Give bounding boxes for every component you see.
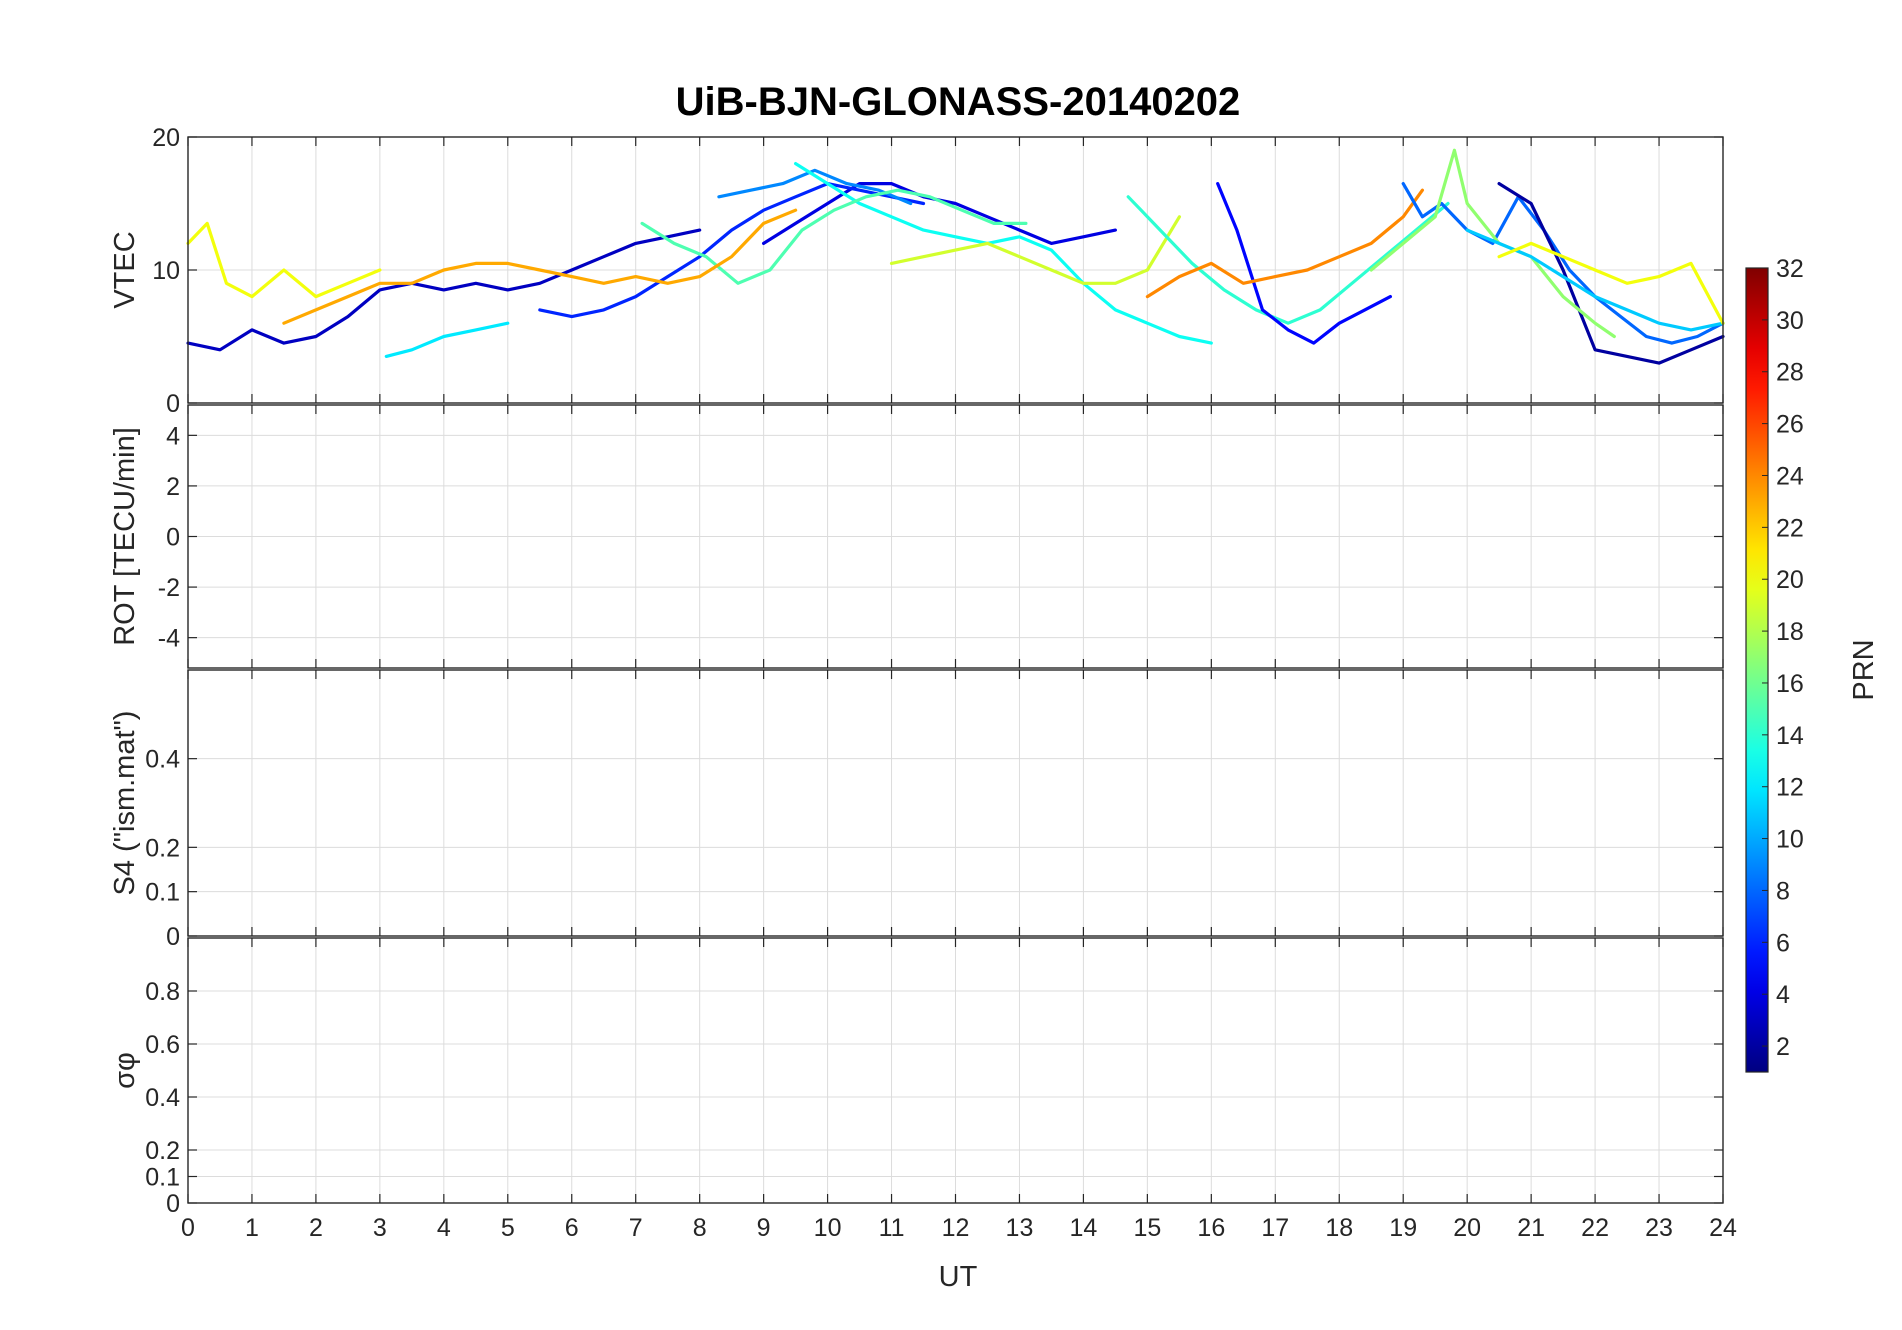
y-tick-label: 0.4 (145, 1084, 180, 1112)
colorbar-tick-label: 18 (1776, 618, 1804, 646)
vtec-series-prn-19 (889, 215, 1181, 285)
colorbar-tick-label: 30 (1776, 307, 1804, 335)
x-tick-label: 3 (373, 1214, 387, 1242)
y-tick-label: 0.4 (145, 746, 180, 774)
colorbar-tick-label: 28 (1776, 359, 1804, 387)
x-axis-label: UT (939, 1261, 978, 1293)
y-tick-label: -2 (158, 574, 180, 602)
colorbar-label: PRN (1848, 639, 1880, 700)
x-tick-label: 14 (1070, 1214, 1098, 1242)
colorbar-tick-label: 26 (1776, 411, 1804, 439)
colorbar-tick-label: 24 (1776, 462, 1804, 490)
x-tick-label: 24 (1709, 1214, 1737, 1242)
vtec-series-prn-9 (717, 168, 913, 206)
panel-rot: -4 -2 0 2 4 ROT [TECU/min] (109, 404, 1724, 669)
x-tick-label: 17 (1261, 1214, 1289, 1242)
y-tick-label: 10 (152, 257, 180, 285)
colorbar-tick-label: 6 (1776, 929, 1790, 957)
x-tick-label: 7 (629, 1214, 643, 1242)
panel-s4-xticks (187, 670, 1724, 936)
x-tick-label: 6 (565, 1214, 579, 1242)
colorbar-frame (1745, 267, 1769, 1073)
y-tick-label: 0.6 (145, 1031, 180, 1059)
x-tick-label: 0 (181, 1214, 195, 1242)
y-tick-label: 0.8 (145, 978, 180, 1006)
panel-rot-ylabel: ROT [TECU/min] (109, 427, 141, 646)
y-tick-label: 0.1 (145, 879, 180, 907)
x-tick-label: 23 (1645, 1214, 1673, 1242)
vtec-series-prn-6 (538, 182, 926, 319)
colorbar-tick-label: 4 (1776, 981, 1790, 1009)
vtec-series-prn-24 (1145, 188, 1424, 299)
panel-sigma-ylabel: σφ (109, 1052, 141, 1089)
y-tick-label: -4 (158, 625, 180, 653)
x-tick-label: 4 (437, 1214, 451, 1242)
vtec-series-prn-13 (794, 162, 1213, 345)
vtec-series-prn-8 (1401, 182, 1725, 345)
panel-rot-xticks (187, 405, 1724, 668)
vtec-series-prn-11 (1465, 228, 1725, 332)
colorbar-tick-label: 10 (1776, 826, 1804, 854)
panel-s4-ylabel: S4 ("ism.mat") (109, 711, 141, 896)
y-tick-label: 0.2 (145, 834, 180, 862)
x-tick-label: 20 (1453, 1214, 1481, 1242)
panel-vtec-series (186, 148, 1725, 365)
vtec-series-prn-12 (384, 321, 510, 358)
vtec-series-prn-2 (1497, 182, 1725, 365)
colorbar-tick-label: 14 (1776, 722, 1804, 750)
x-tick-label: 22 (1581, 1214, 1609, 1242)
vtec-series-prn-14 (1126, 195, 1450, 325)
panel-rot-grid (188, 405, 1723, 668)
colorbar-tick-label: 20 (1776, 566, 1804, 594)
y-tick-label: 0 (166, 923, 180, 951)
x-tick-label: 10 (814, 1214, 842, 1242)
x-tick-label: 18 (1325, 1214, 1353, 1242)
x-tick-label: 12 (942, 1214, 970, 1242)
x-tick-label: 11 (879, 1214, 905, 1242)
colorbar-tick-label: 12 (1776, 774, 1804, 802)
panel-vtec: 0 10 20 VTEC (109, 124, 1725, 418)
x-tick-label: 8 (693, 1214, 707, 1242)
y-tick-label: 0.1 (145, 1164, 180, 1192)
y-tick-label: 0 (166, 390, 180, 418)
x-tick-label: 5 (501, 1214, 515, 1242)
vtec-series-prn-3 (186, 228, 702, 352)
y-tick-label: 2 (166, 473, 180, 501)
y-tick-label: 0 (166, 524, 180, 552)
vtec-series-prn-17 (1369, 148, 1616, 339)
chart-title: UiB-BJN-GLONASS-20140202 (676, 80, 1241, 124)
panel-s4: 0 0.1 0.2 0.4S4 ("ism.mat") (109, 669, 1724, 951)
colorbar-tick-label: 16 (1776, 670, 1804, 698)
panel-vtec-xticks (187, 137, 1724, 403)
x-tick-label: 21 (1517, 1214, 1545, 1242)
y-tick-label: 20 (152, 124, 180, 152)
x-tick-label: 1 (245, 1214, 259, 1242)
x-tick-label: 13 (1006, 1214, 1034, 1242)
panel-vtec-ylabel: VTEC (109, 231, 141, 308)
y-tick-label: 0.2 (145, 1137, 180, 1165)
vtec-series-prn-23 (282, 208, 798, 325)
colorbar-gradient (1746, 268, 1768, 1072)
vtec-series-prn-5 (1216, 182, 1392, 345)
x-tick-label: 2 (309, 1214, 323, 1242)
x-tick-label: 15 (1133, 1214, 1161, 1242)
colorbar-tick-label: 32 (1776, 255, 1804, 283)
x-tick-label: 9 (757, 1214, 771, 1242)
panel-sigma-xticks (187, 938, 1724, 1203)
vtec-series-prn-20 (186, 221, 382, 299)
y-tick-label: 0 (166, 1190, 180, 1218)
colorbar-tick-label: 8 (1776, 877, 1790, 905)
vtec-series-prn-20 (1497, 241, 1725, 325)
colorbar-tick-label: 22 (1776, 514, 1804, 542)
vtec-series-prn-15 (640, 188, 1028, 285)
colorbar-tick-label: 2 (1776, 1033, 1790, 1061)
x-tick-label: 16 (1197, 1214, 1225, 1242)
y-tick-label: 4 (166, 422, 180, 450)
x-tick-label: 19 (1389, 1214, 1417, 1242)
